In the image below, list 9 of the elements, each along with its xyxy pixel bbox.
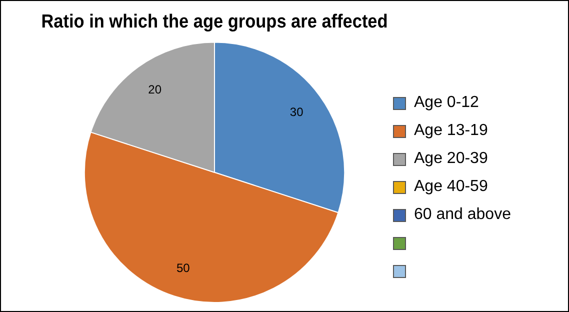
legend-label: Age 20-39 [414, 150, 488, 168]
legend-label: 60 and above [414, 206, 511, 224]
legend-label: Age 13-19 [414, 122, 488, 140]
data-label: 20 [148, 82, 162, 97]
chart-title: Ratio in which the age groups are affected [41, 10, 388, 32]
data-label: 50 [176, 261, 190, 276]
legend-label: Age 0-12 [414, 94, 479, 112]
data-label: 30 [290, 105, 304, 120]
legend-label: Age 40-59 [414, 178, 488, 196]
